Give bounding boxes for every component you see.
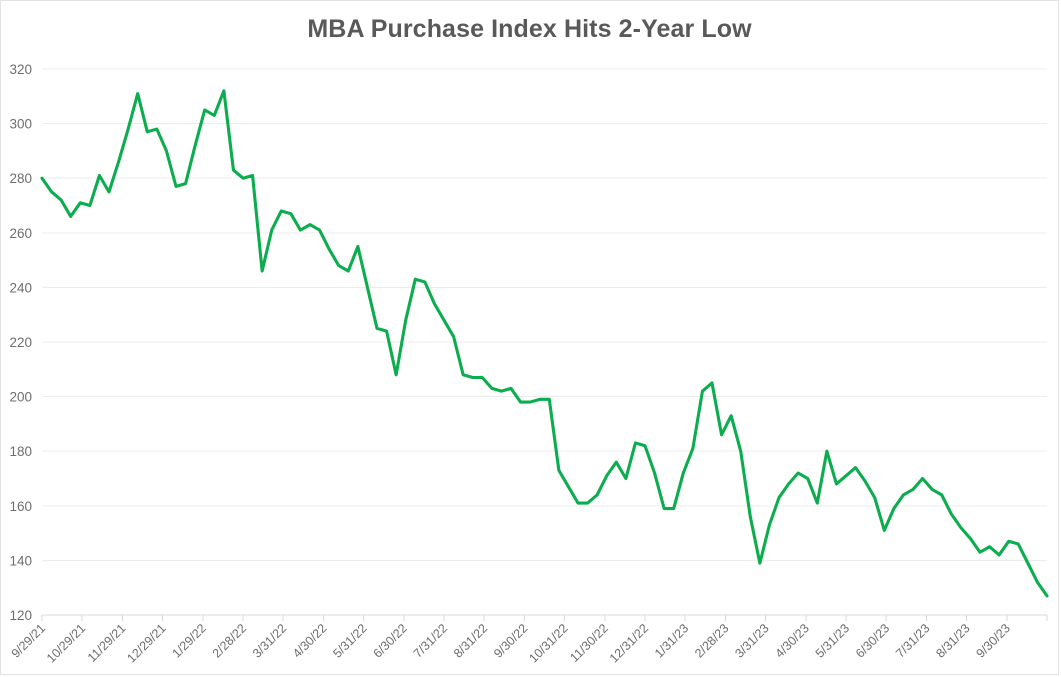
y-axis-tick-label: 280 xyxy=(9,171,32,186)
gridlines xyxy=(42,68,1047,616)
x-axis-tick-label: 12/31/22 xyxy=(607,621,651,665)
y-axis-tick-label: 240 xyxy=(9,280,32,295)
y-axis-tick-label: 320 xyxy=(9,62,32,77)
x-axis-tick-label: 7/31/23 xyxy=(893,621,932,660)
x-axis-tick-label: 8/31/22 xyxy=(451,621,490,660)
y-axis-tick-label: 140 xyxy=(9,553,32,568)
x-axis xyxy=(41,615,1048,621)
x-axis-tick-label: 8/31/23 xyxy=(933,621,972,660)
x-axis-tick-label: 2/28/22 xyxy=(210,621,249,660)
y-axis-tick-labels: 120 140 160 180 200 220 240 260 280 300 320 xyxy=(9,62,32,623)
y-axis-tick-label: 220 xyxy=(9,335,32,350)
x-axis-tick-label: 5/31/22 xyxy=(330,621,369,660)
x-axis-tick-label: 4/30/23 xyxy=(773,621,812,660)
x-axis-tick-label: 11/30/22 xyxy=(567,621,611,665)
y-axis-tick-label: 180 xyxy=(9,444,32,459)
x-axis-tick-label: 2/28/23 xyxy=(692,621,731,660)
x-axis-tick-label: 4/30/22 xyxy=(290,621,329,660)
x-axis-tick-label: 6/30/23 xyxy=(853,621,892,660)
x-axis-tick-label: 10/31/22 xyxy=(526,621,570,665)
x-axis-tick-label: 9/29/21 xyxy=(9,621,48,660)
x-axis-tick-label: 9/30/22 xyxy=(491,621,530,660)
x-axis-tick-label: 9/30/23 xyxy=(974,621,1013,660)
x-axis-tick-label: 7/31/22 xyxy=(411,621,450,660)
y-axis-tick-label: 260 xyxy=(9,226,32,241)
x-axis-tick-label: 12/29/21 xyxy=(124,621,168,665)
x-axis-tick-label: 6/30/22 xyxy=(371,621,410,660)
x-axis-tick-label: 3/31/23 xyxy=(732,621,771,660)
y-axis-tick-label: 200 xyxy=(9,390,32,405)
x-axis-tick-label: 5/31/23 xyxy=(813,621,852,660)
data-series-line xyxy=(40,89,1049,598)
x-axis-tick-label: 3/31/22 xyxy=(250,621,289,660)
x-axis-tick-label: 11/29/21 xyxy=(85,621,129,665)
x-axis-tick-label: 1/31/23 xyxy=(652,621,691,660)
x-axis-tick-label: 10/29/21 xyxy=(44,621,88,665)
y-axis-tick-label: 160 xyxy=(9,499,32,514)
x-axis-tick-label: 1/29/22 xyxy=(170,621,209,660)
y-axis-tick-label: 300 xyxy=(9,117,32,132)
y-axis-tick-label: 120 xyxy=(9,608,32,623)
chart-title: MBA Purchase Index Hits 2-Year Low xyxy=(307,15,752,43)
